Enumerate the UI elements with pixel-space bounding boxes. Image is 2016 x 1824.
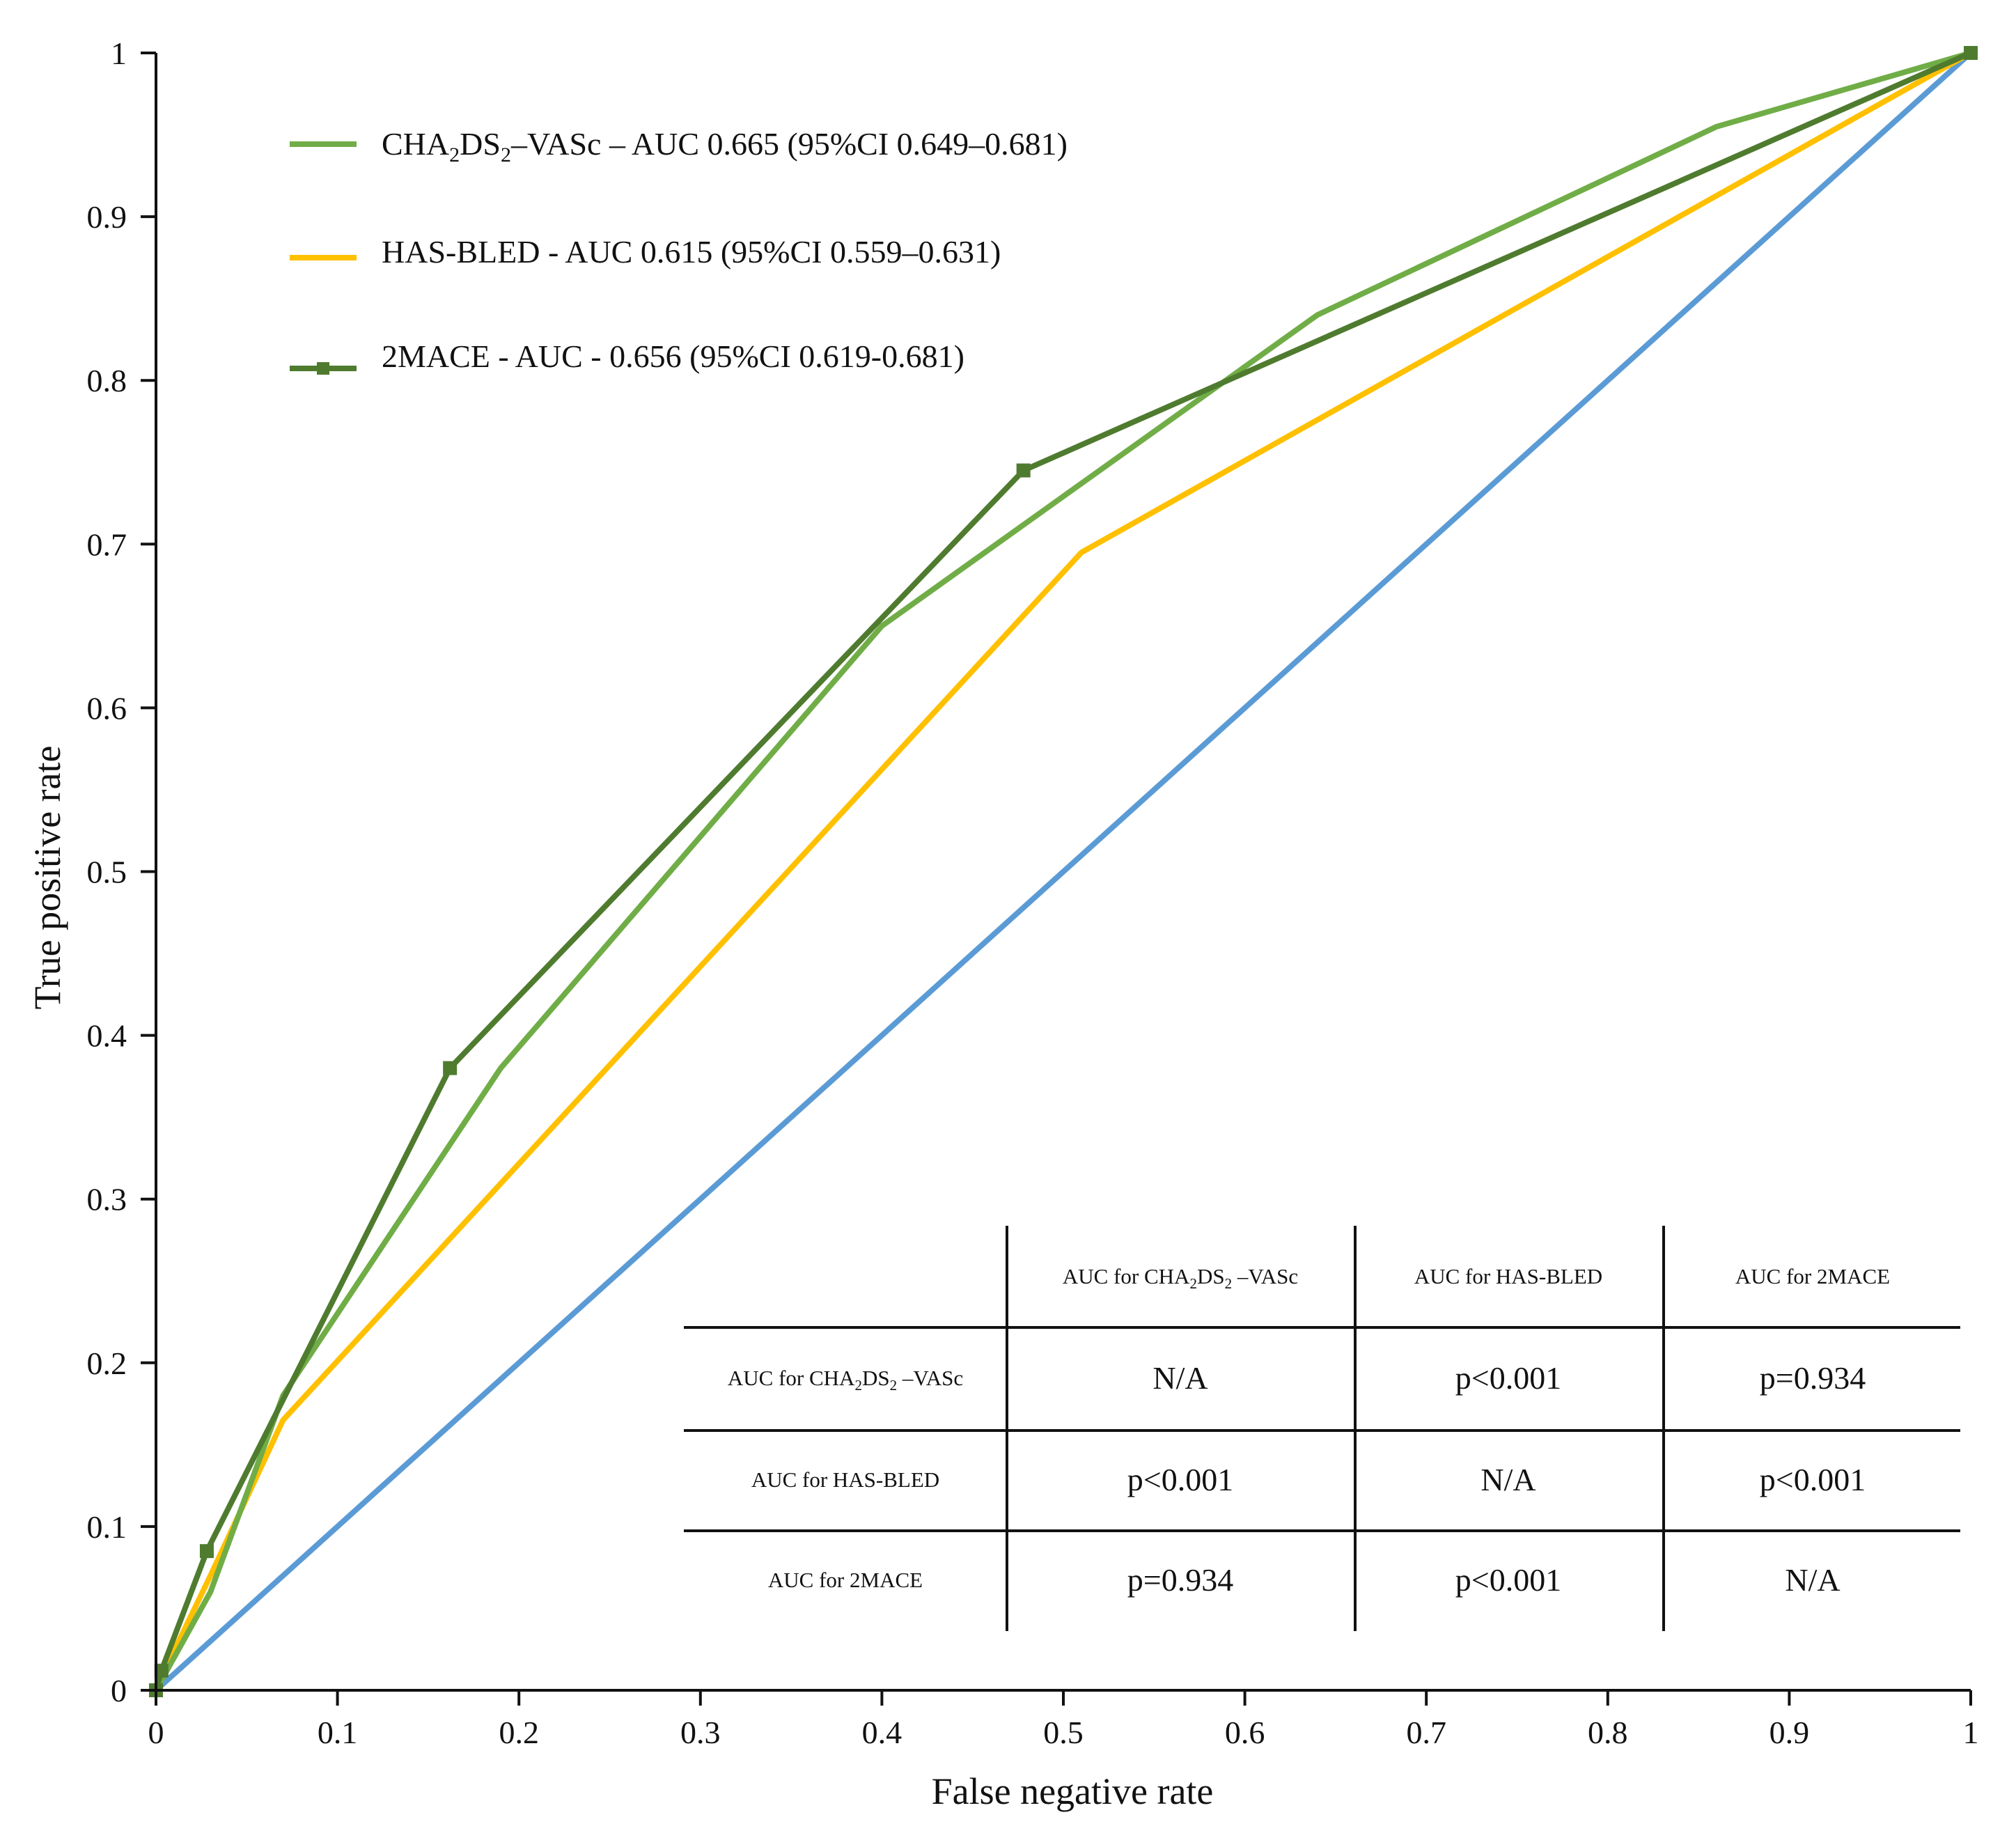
series-point-2mace — [199, 1544, 214, 1559]
x-tick-label: 0.2 — [499, 1715, 539, 1750]
table-col-header-cha2ds2vasc: AUC for CHA2DS2 –VASc — [1063, 1264, 1298, 1292]
legend-label-cha2ds2vasc: CHA2DS2–VASc – AUC 0.665 (95%CI 0.649–0.… — [382, 126, 1068, 166]
x-tick-label: 0.4 — [862, 1715, 902, 1750]
table-cell: p=0.934 — [1127, 1562, 1233, 1598]
legend-label-2mace: 2MACE - AUC - 0.656 (95%CI 0.619-0.681) — [382, 338, 964, 374]
legend-label-hasbled: HAS-BLED - AUC 0.615 (95%CI 0.559–0.631) — [382, 234, 1001, 270]
x-tick-label: 0.9 — [1769, 1715, 1810, 1750]
table-cell: N/A — [1785, 1562, 1840, 1598]
series-point-2mace — [1964, 46, 1978, 60]
x-tick-label: 0 — [148, 1715, 164, 1750]
table-col-header-hasbled: AUC for HAS-BLED — [1414, 1264, 1602, 1288]
y-tick-label: 0.8 — [87, 363, 127, 398]
x-axis-title: False negative rate — [932, 1770, 1214, 1812]
reference-line-layer — [153, 50, 1974, 1693]
table-cell: N/A — [1152, 1360, 1208, 1396]
y-tick-label: 0.4 — [87, 1018, 127, 1054]
table-row-label-hasbled: AUC for HAS-BLED — [751, 1467, 939, 1492]
y-tick-label: 0.2 — [87, 1346, 127, 1381]
table-cell: p<0.001 — [1760, 1462, 1866, 1497]
table-row-label-cha2ds2vasc: AUC for CHA2DS2 –VASc — [728, 1366, 963, 1394]
y-tick-label: 0.7 — [87, 527, 127, 562]
series-point-2mace — [154, 1663, 169, 1678]
comparison-table: AUC for CHA2DS2 –VASc AUC for HAS-BLED A… — [684, 1226, 1960, 1631]
table-cell: p=0.934 — [1760, 1360, 1866, 1396]
series-line-cha2ds2-vasc — [153, 50, 1974, 1693]
y-tick-label: 1 — [111, 36, 127, 71]
x-tick-label: 0.8 — [1588, 1715, 1628, 1750]
y-tick-label: 0.3 — [87, 1182, 127, 1217]
x-tick-label: 0.6 — [1225, 1715, 1265, 1750]
series-point-2mace — [443, 1061, 458, 1075]
y-axis-title: True positive rate — [26, 746, 68, 1010]
x-tick-label: 0.1 — [318, 1715, 358, 1750]
series-point-2mace — [1016, 463, 1031, 478]
x-tick-label: 0.3 — [680, 1715, 721, 1750]
table-cell: p<0.001 — [1127, 1462, 1233, 1497]
x-tick-label: 1 — [1963, 1715, 1979, 1750]
table-cell: p<0.001 — [1455, 1360, 1561, 1396]
legend: CHA2DS2–VASc – AUC 0.665 (95%CI 0.649–0.… — [290, 126, 1068, 375]
y-tick-label: 0.9 — [87, 199, 127, 235]
table-row-label-2mace: AUC for 2MACE — [768, 1568, 923, 1592]
table-cell: N/A — [1480, 1462, 1536, 1497]
table-cell: p<0.001 — [1455, 1562, 1561, 1598]
y-tick-label: 0.6 — [87, 690, 127, 726]
series-line-reference — [153, 50, 1974, 1693]
y-tick-label: 0.5 — [87, 855, 127, 890]
series-layer — [149, 46, 1978, 1697]
x-tick-label: 0.7 — [1406, 1715, 1446, 1750]
table-col-header-2mace: AUC for 2MACE — [1735, 1264, 1890, 1288]
axes-layer: 0 0.1 0.2 0.3 0.4 0.5 0.6 0.7 0.8 0.9 1 0 0.1 0.2 0.3 0… — [87, 36, 1979, 1750]
y-tick-label: 0 — [111, 1673, 127, 1708]
y-tick-label: 0.1 — [87, 1509, 127, 1545]
legend-marker-2mace — [317, 362, 329, 375]
x-tick-label: 0.5 — [1043, 1715, 1084, 1750]
